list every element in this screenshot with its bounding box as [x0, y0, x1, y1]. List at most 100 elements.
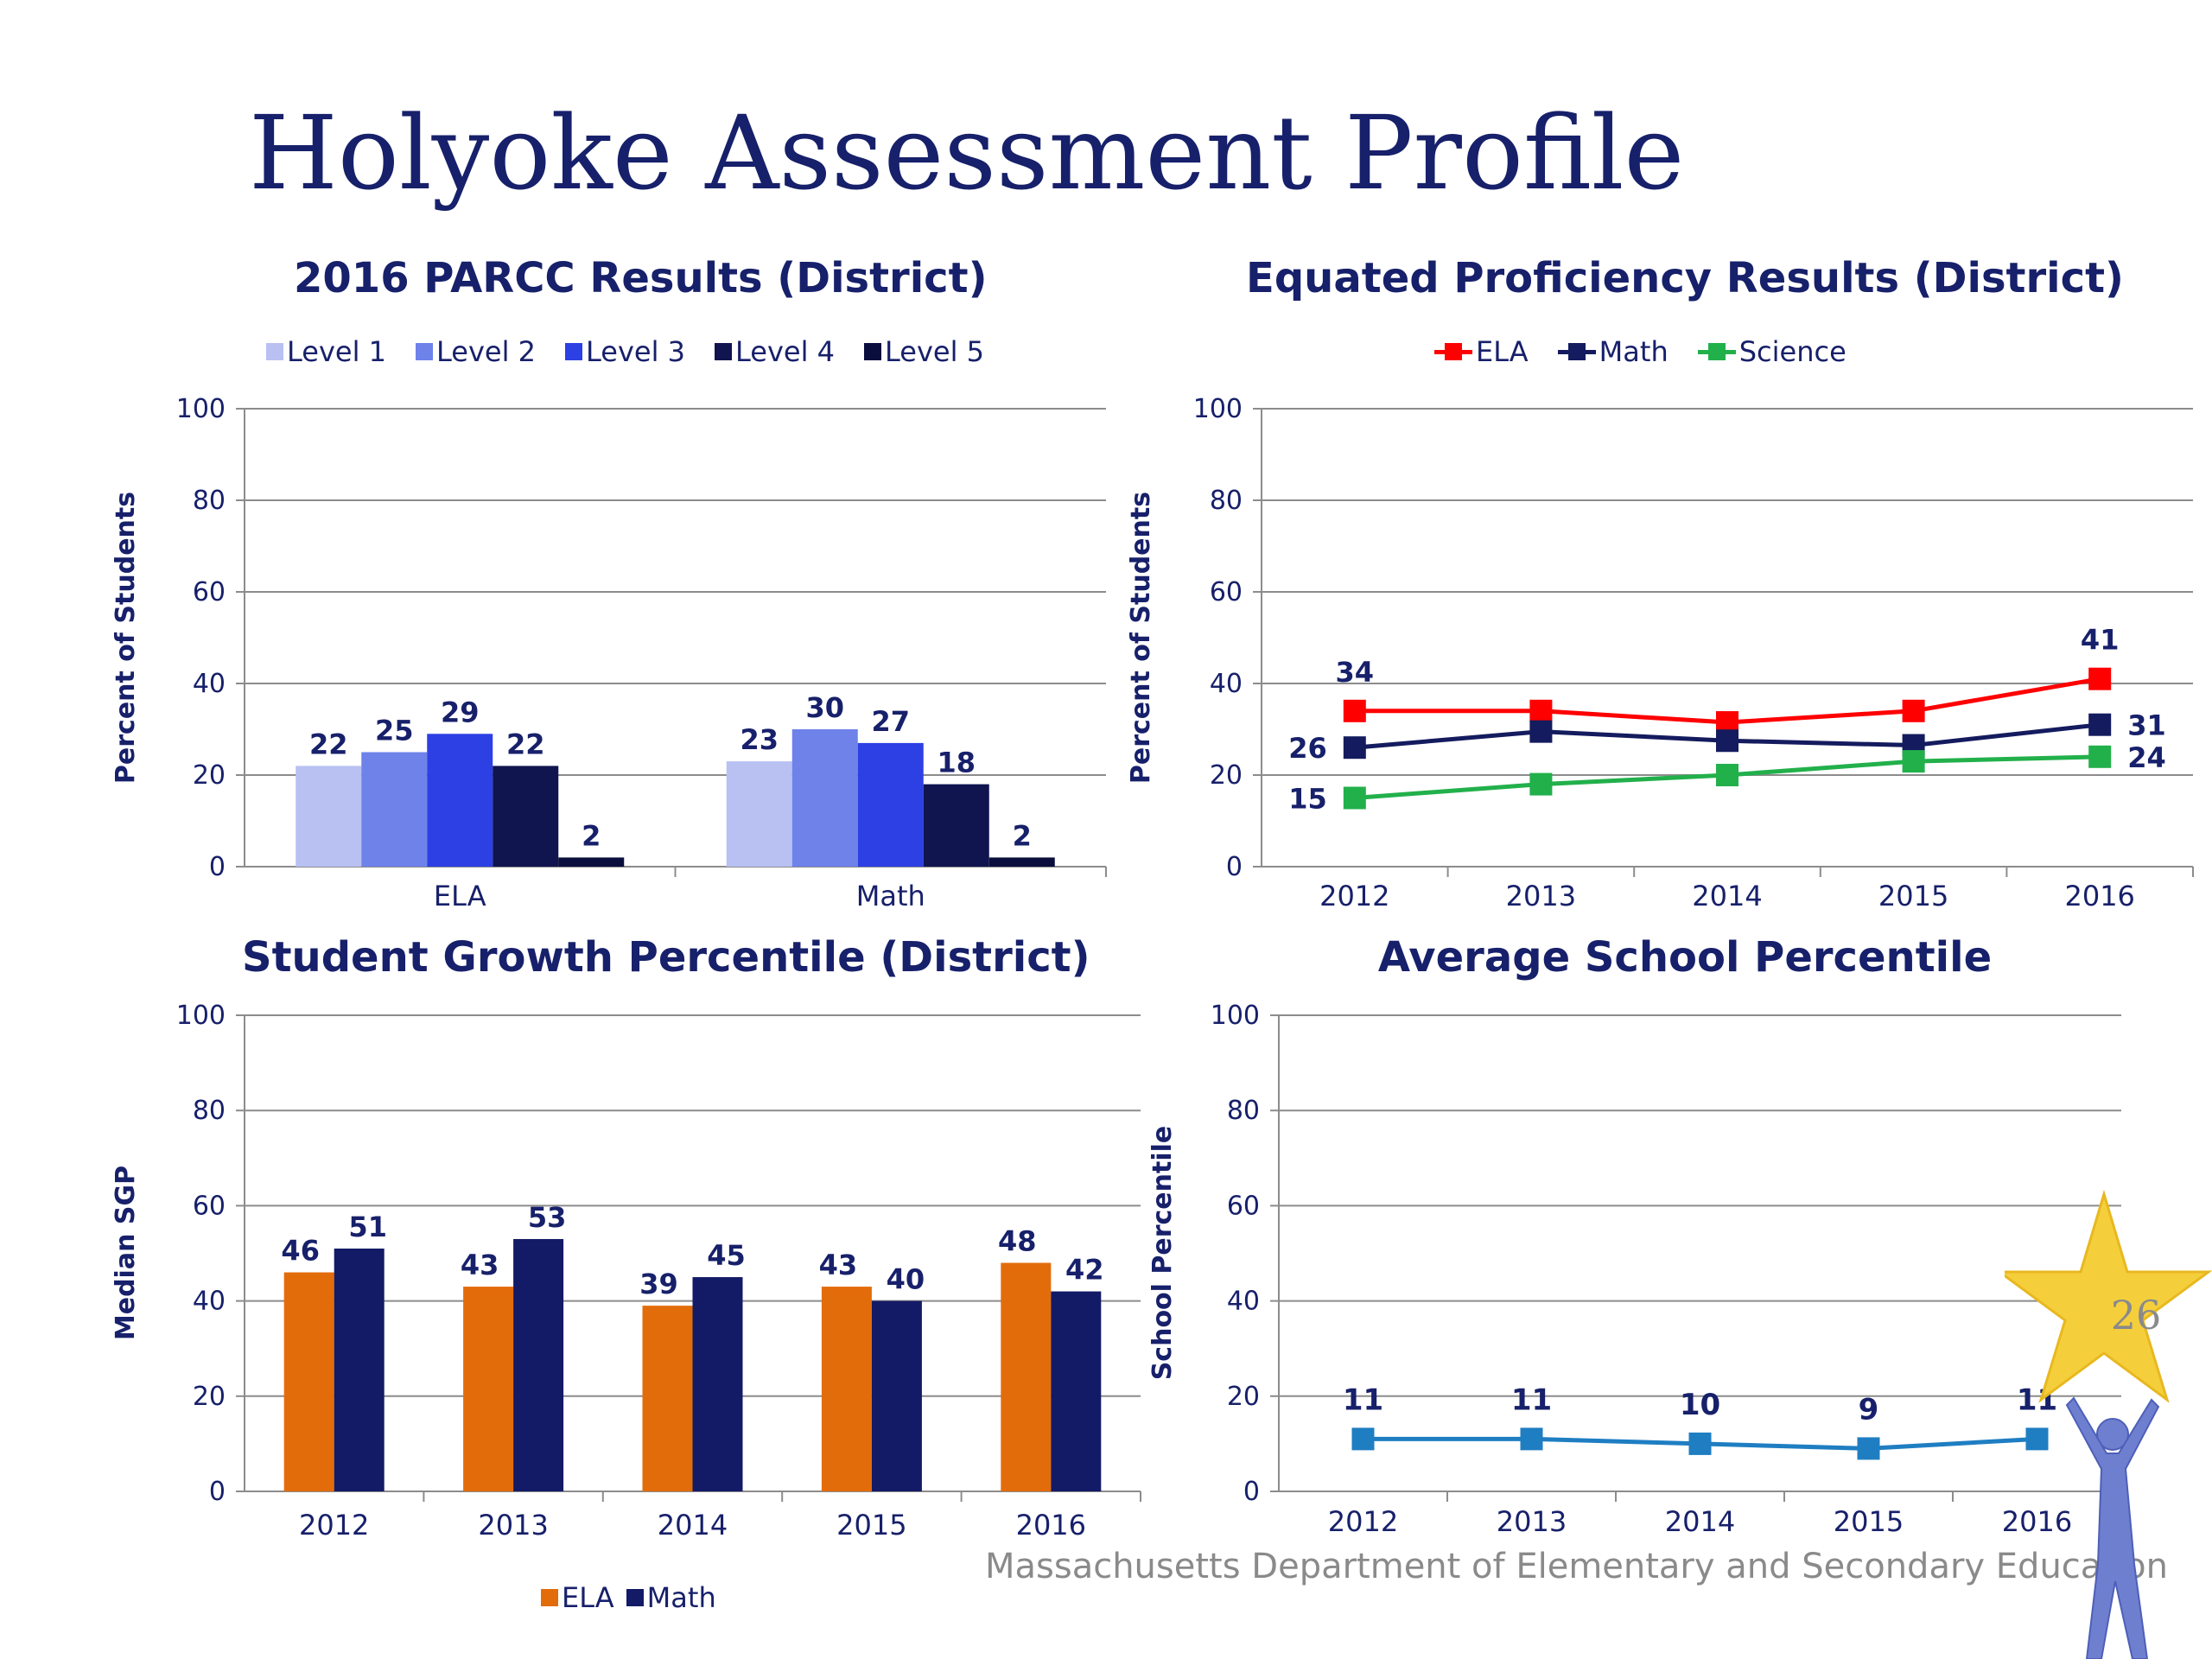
percentile-chart-title: Average School Percentile	[1377, 933, 1993, 982]
y-axis-label: Median SGP	[111, 1166, 141, 1340]
y-tick-label: 100	[1193, 394, 1243, 424]
legend-item-ela: ELA	[1434, 335, 1529, 368]
data-label: 31	[2127, 709, 2166, 742]
person-icon	[2065, 1396, 2160, 1659]
y-tick-label: 60	[1210, 577, 1243, 607]
x-tick-label: 2012	[1328, 1505, 1398, 1538]
x-tick-label: 2013	[478, 1509, 548, 1541]
legend-item-level-5: Level 5	[864, 335, 984, 368]
y-tick-label: 40	[193, 1287, 226, 1317]
data-label: 40	[887, 1263, 925, 1296]
bar	[642, 1306, 693, 1491]
data-point	[1688, 1432, 1712, 1455]
data-label: 10	[1680, 1388, 1720, 1422]
data-label: 51	[348, 1211, 387, 1243]
legend-item-math: Math	[1557, 335, 1669, 368]
data-label: 15	[1288, 783, 1327, 816]
data-point	[1902, 699, 1925, 722]
y-tick-label: 60	[1227, 1191, 1260, 1221]
bar	[296, 766, 362, 867]
x-tick-label: 2013	[1497, 1505, 1567, 1538]
legend-item-level-2: Level 2	[416, 335, 536, 368]
y-tick-label: 0	[1226, 852, 1243, 882]
x-tick-label: 2014	[1692, 880, 1762, 912]
page-number: 26	[2111, 1292, 2162, 1338]
legend-swatch-level-5	[864, 343, 881, 360]
y-tick-label: 20	[193, 760, 226, 791]
legend-item-science: Science	[1697, 335, 1847, 368]
proficiency-chart-title: Equated Proficiency Results (District)	[1246, 254, 2124, 302]
data-point	[1351, 1427, 1375, 1451]
bar	[988, 857, 1055, 867]
data-label: 34	[1336, 656, 1375, 689]
bar	[726, 761, 792, 867]
x-tick-label: 2015	[1878, 880, 1948, 912]
sgp-chart-title: Student Growth Percentile (District)	[242, 933, 1090, 982]
y-tick-label: 0	[1243, 1477, 1260, 1507]
legend-item-level-3: Level 3	[565, 335, 685, 368]
data-point	[1343, 699, 1366, 722]
parcc-legend: Level 1 Level 2 Level 3 Level 4 Level 5	[266, 335, 984, 368]
data-label: 2	[1013, 819, 1032, 852]
data-label: 2	[582, 819, 601, 852]
bar	[791, 729, 858, 867]
data-label: 18	[937, 747, 976, 779]
y-axis-label: School Percentile	[1147, 1126, 1178, 1381]
y-tick-label: 40	[1210, 669, 1243, 699]
bar	[334, 1248, 385, 1491]
y-tick-label: 0	[209, 1477, 226, 1507]
data-label: 25	[375, 715, 414, 747]
bar	[513, 1238, 564, 1491]
legend-swatch-sgp-math	[626, 1589, 644, 1606]
data-label: 22	[506, 728, 545, 760]
x-tick-label: 2012	[1319, 880, 1389, 912]
legend-swatch-level-2	[416, 343, 433, 360]
legend-label: Level 3	[586, 335, 685, 368]
data-label: 53	[528, 1201, 567, 1234]
data-label: 45	[707, 1239, 746, 1272]
proficiency-legend: ELA Math Science	[1434, 335, 1847, 368]
footer-text: Massachusetts Department of Elementary a…	[985, 1547, 2168, 1586]
x-tick-label: 2016	[2002, 1505, 2072, 1538]
data-point	[1520, 1427, 1543, 1451]
slide-title: Holyoke Assessment Profile	[249, 93, 1685, 213]
data-label: 11	[1343, 1382, 1383, 1417]
legend-swatch-level-1	[266, 343, 283, 360]
y-tick-label: 40	[193, 669, 226, 699]
x-tick-label: Math	[856, 880, 925, 912]
data-point	[1716, 764, 1738, 786]
legend-line-science	[1697, 343, 1736, 360]
bar	[821, 1287, 872, 1491]
legend-item-level-1: Level 1	[266, 335, 386, 368]
y-tick-label: 60	[193, 577, 226, 607]
y-tick-label: 20	[1210, 760, 1243, 791]
data-point	[2025, 1427, 2049, 1451]
parcc-chart-title: 2016 PARCC Results (District)	[294, 254, 988, 302]
data-point	[1529, 699, 1553, 722]
data-point	[2088, 667, 2112, 690]
x-tick-label: 2013	[1506, 880, 1576, 912]
y-tick-label: 40	[1227, 1287, 1260, 1317]
y-tick-label: 20	[193, 1382, 226, 1412]
x-tick-label: 2015	[836, 1509, 906, 1541]
data-label: 23	[740, 723, 779, 756]
legend-label: ELA	[1476, 335, 1529, 368]
y-tick-label: 80	[1227, 1096, 1260, 1126]
data-label: 26	[1288, 732, 1327, 765]
y-tick-label: 0	[209, 852, 226, 882]
data-label: 29	[441, 696, 480, 728]
data-point	[1529, 720, 1553, 743]
bar	[857, 742, 924, 867]
x-tick-label: 2015	[1834, 1505, 1904, 1538]
bar	[1051, 1291, 1102, 1491]
data-label: 46	[281, 1235, 320, 1268]
legend-label: Level 4	[735, 335, 835, 368]
x-tick-label: 2016	[1016, 1509, 1086, 1541]
data-point	[1902, 750, 1925, 773]
y-tick-label: 80	[193, 1096, 226, 1126]
y-tick-label: 60	[193, 1191, 226, 1221]
x-tick-label: 2012	[299, 1509, 369, 1541]
y-tick-label: 100	[1211, 1001, 1260, 1031]
legend-item-sgp-ela: ELA	[541, 1581, 614, 1614]
x-tick-label: 2014	[658, 1509, 728, 1541]
